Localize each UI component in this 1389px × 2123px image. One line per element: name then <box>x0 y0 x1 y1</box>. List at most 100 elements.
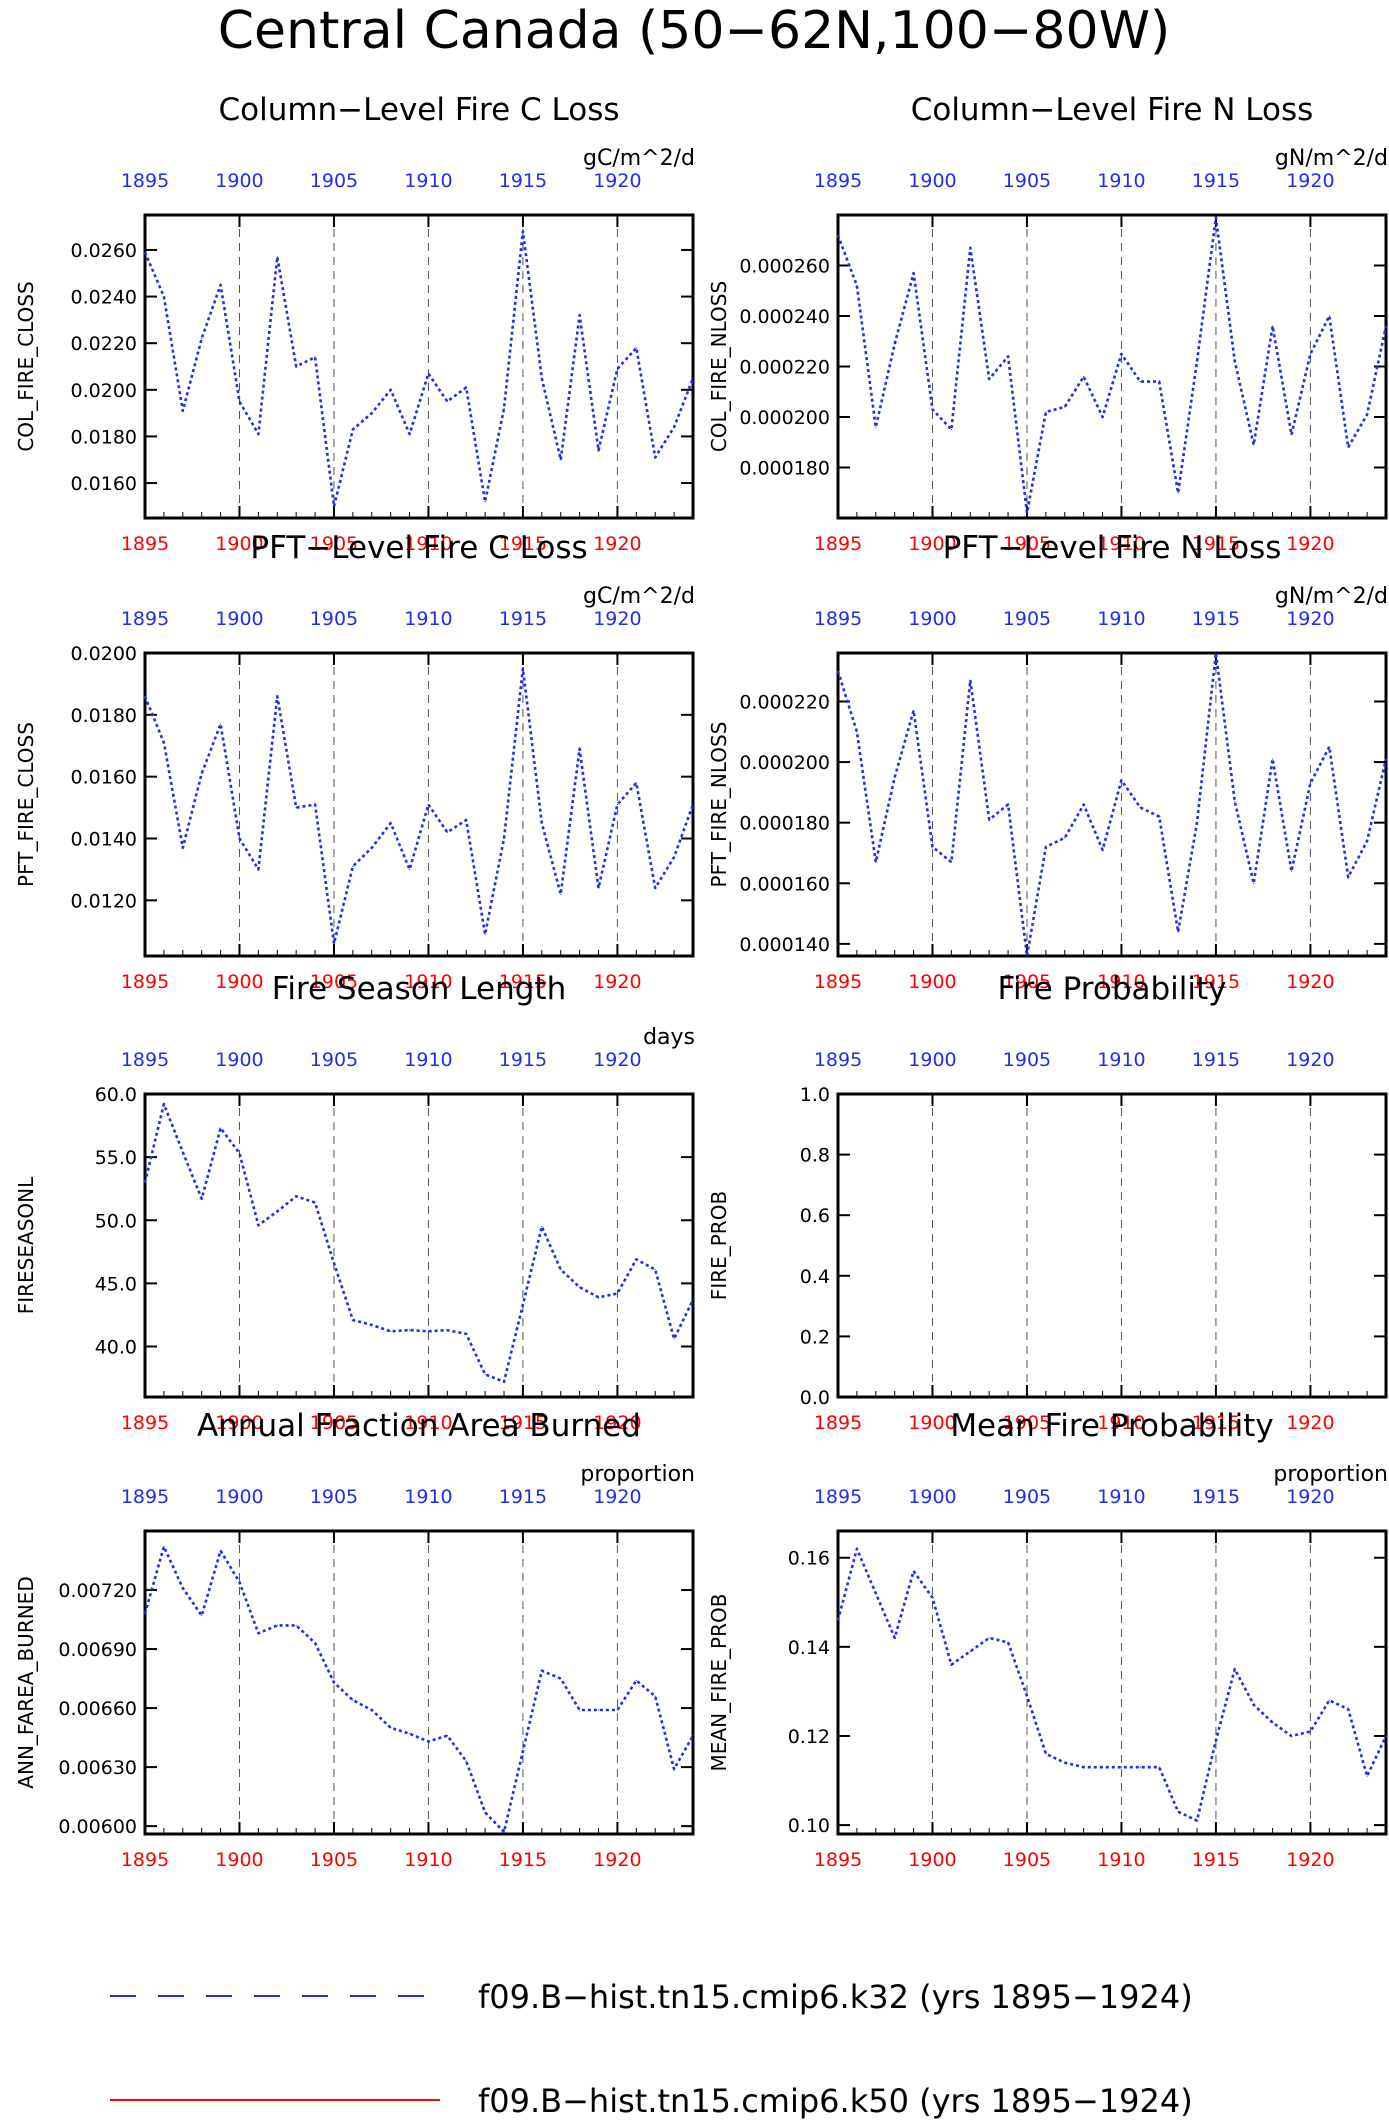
data-point <box>144 251 146 253</box>
x-tick-label-top: 1905 <box>1003 1486 1051 1508</box>
data-point <box>390 389 392 391</box>
data-point <box>314 356 316 358</box>
data-point <box>408 1329 411 1331</box>
data-point <box>616 1292 619 1295</box>
x-tick-label-bottom: 1905 <box>1003 1412 1051 1434</box>
data-point <box>1101 1766 1104 1768</box>
data-point <box>894 343 896 345</box>
x-tick-label-bottom: 1910 <box>1097 533 1145 555</box>
data-point <box>352 1319 354 1321</box>
y-tick-label: 50.0 <box>95 1210 137 1232</box>
data-point <box>446 400 448 403</box>
x-tick-label-top: 1900 <box>215 170 263 192</box>
data-point <box>673 1338 675 1340</box>
data-point <box>1234 800 1236 803</box>
y-axis-label: COL_FIRE_NLOSS <box>707 281 731 452</box>
x-tick-label-bottom: 1895 <box>814 533 862 555</box>
y-tick-label: 0.0 <box>800 1387 830 1409</box>
x-tick-label-bottom: 1920 <box>1286 1849 1334 1871</box>
x-tick-label-top: 1920 <box>1286 170 1334 192</box>
x-tick-label-top: 1915 <box>1192 1486 1240 1508</box>
y-axis-label: PFT_FIRE_NLOSS <box>707 722 731 888</box>
data-point <box>560 893 562 895</box>
data-point <box>1026 512 1028 514</box>
data-point <box>1215 1739 1217 1742</box>
x-tick-label-bottom: 1915 <box>499 533 547 555</box>
data-point <box>692 1735 694 1737</box>
data-point <box>1347 1708 1349 1710</box>
y-tick-label: 0.0140 <box>71 829 137 851</box>
x-tick-label-top: 1910 <box>404 608 452 630</box>
data-point <box>1083 803 1085 806</box>
x-tick-label-top: 1895 <box>814 170 862 192</box>
data-point <box>333 1681 335 1684</box>
plot-frame <box>836 651 1388 958</box>
series-line-0 <box>836 651 1388 958</box>
data-point <box>1290 1735 1293 1737</box>
data-point <box>522 667 524 670</box>
panel-col-fire-closs: Column−Level Fire C Loss gC/m^2/d 1895 1895… <box>14 92 695 555</box>
data-point <box>1196 360 1198 363</box>
x-tick-label-top: 1900 <box>908 1486 956 1508</box>
data-point <box>295 1624 297 1627</box>
data-point <box>597 449 600 452</box>
x-tick-label-bottom: 1895 <box>121 1849 169 1871</box>
x-tick-label-top: 1920 <box>593 1486 641 1508</box>
data-point <box>144 1181 146 1183</box>
panel-pft-fire-nloss: PFT−Level Fire N Loss gN/m^2/d 1895 1895 190… <box>707 530 1388 993</box>
data-point <box>1101 849 1104 851</box>
data-point <box>484 933 486 935</box>
x-tick-label-bottom: 1900 <box>908 1849 956 1871</box>
data-point <box>465 1760 467 1762</box>
data-point <box>1177 1811 1179 1813</box>
data-point <box>314 803 316 806</box>
panels: Column−Level Fire C Loss gC/m^2/d 1895 1895… <box>14 92 1388 1871</box>
data-point <box>560 459 562 461</box>
panel-title: Column−Level Fire C Loss <box>218 92 619 128</box>
x-tick-label-top: 1920 <box>593 170 641 192</box>
data-point <box>163 1546 165 1548</box>
data-point <box>1139 806 1141 809</box>
data-point <box>1158 381 1160 383</box>
data-point <box>988 378 990 380</box>
data-point <box>692 1299 694 1301</box>
y-tick-label: 0.0160 <box>71 473 137 495</box>
data-point <box>541 822 543 824</box>
x-tick-label-top: 1900 <box>908 170 956 192</box>
y-tick-label: 0.00600 <box>58 1816 137 1838</box>
x-tick-label-top: 1920 <box>1286 608 1334 630</box>
plot-frame <box>836 213 1388 520</box>
panel-col-fire-nloss: Column−Level Fire N Loss gN/m^2/d 1895 1895… <box>707 92 1388 555</box>
plot-frame <box>836 1529 1388 1836</box>
y-tick-label: 0.00660 <box>58 1698 137 1720</box>
x-tick-label-top: 1910 <box>404 170 452 192</box>
data-point <box>484 1373 486 1375</box>
x-tick-label-top: 1905 <box>310 608 358 630</box>
data-point <box>1026 955 1028 957</box>
plot-frame <box>143 1092 695 1399</box>
data-point <box>1045 846 1047 848</box>
data-point <box>1385 758 1387 760</box>
data-point <box>295 1195 297 1197</box>
panel-fire-prob: Fire Probability 1895 1895 1900 1900 1905 1905… <box>707 971 1388 1434</box>
data-point <box>560 1268 562 1271</box>
data-point <box>201 772 203 775</box>
data-point <box>1290 434 1293 436</box>
data-point <box>597 887 600 889</box>
data-point <box>144 1613 146 1615</box>
x-tick-label-bottom: 1895 <box>121 1412 169 1434</box>
data-point <box>912 1570 915 1572</box>
data-point <box>182 1587 184 1589</box>
data-point <box>950 1664 952 1666</box>
series-line-0 <box>836 1547 1388 1822</box>
data-point <box>912 709 915 712</box>
y-tick-label: 1.0 <box>800 1084 830 1106</box>
x-tick-label-top: 1900 <box>908 608 956 630</box>
data-point <box>1120 779 1123 781</box>
x-tick-label-top: 1915 <box>499 170 547 192</box>
data-point <box>837 670 839 672</box>
panel-units: gC/m^2/d <box>583 584 695 609</box>
x-tick-label-bottom: 1895 <box>814 1412 862 1434</box>
data-point <box>579 314 581 316</box>
